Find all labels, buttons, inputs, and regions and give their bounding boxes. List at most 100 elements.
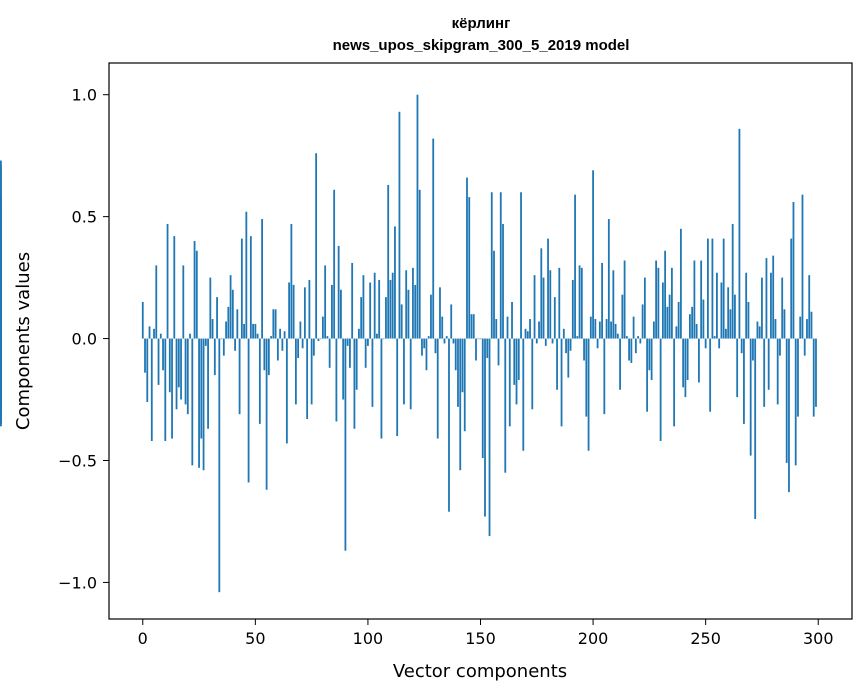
bar	[747, 301, 750, 339]
bar	[213, 338, 216, 376]
bar	[758, 326, 761, 339]
bar	[650, 338, 653, 381]
bar	[621, 294, 624, 339]
x-tick-label: 150	[465, 629, 496, 648]
bar	[743, 338, 745, 424]
bar	[806, 319, 808, 339]
bar	[540, 248, 543, 339]
bars-group	[0, 94, 817, 593]
bar	[531, 338, 534, 410]
bar	[679, 228, 682, 339]
plot-area	[109, 63, 852, 619]
bar	[146, 338, 149, 402]
bar	[274, 309, 277, 339]
bar	[177, 338, 180, 388]
y-tick-label: 0.5	[72, 208, 97, 227]
bar	[605, 319, 608, 339]
bar	[803, 338, 806, 356]
bar	[144, 338, 146, 373]
bar	[664, 250, 667, 339]
bar	[686, 338, 689, 381]
bar	[646, 338, 649, 412]
bar	[342, 338, 345, 400]
bar	[538, 321, 540, 339]
bar	[792, 202, 795, 339]
x-tick-label: 200	[578, 629, 609, 648]
bar	[391, 272, 394, 339]
bar	[713, 336, 716, 339]
bar	[682, 338, 685, 388]
bar	[481, 338, 484, 459]
bar	[270, 336, 273, 339]
bar	[725, 328, 727, 339]
bar	[283, 331, 286, 339]
bar	[470, 314, 473, 339]
bar	[427, 336, 430, 339]
bar	[290, 223, 293, 339]
bar	[517, 338, 520, 381]
bar	[425, 338, 428, 371]
bar	[763, 338, 766, 407]
bar	[506, 316, 509, 339]
bar	[461, 338, 464, 393]
bar	[808, 275, 811, 339]
bar	[639, 338, 642, 344]
bar	[736, 338, 739, 398]
bar	[477, 338, 480, 340]
bar	[195, 250, 198, 339]
bar	[776, 338, 779, 405]
bar	[562, 328, 565, 339]
bar	[254, 323, 257, 339]
bar	[610, 321, 612, 339]
bar	[182, 265, 185, 339]
bar	[670, 267, 673, 339]
bar	[799, 316, 802, 339]
bar	[749, 338, 752, 456]
bar	[344, 338, 347, 551]
bar	[200, 338, 203, 439]
bar	[175, 338, 178, 410]
bar	[691, 306, 694, 339]
bar	[279, 328, 282, 339]
bar	[394, 226, 396, 339]
bar	[441, 316, 444, 339]
bar	[306, 338, 309, 420]
bar	[801, 194, 804, 339]
bar	[704, 338, 707, 349]
bar	[285, 338, 288, 444]
bar	[770, 272, 772, 339]
bar	[204, 338, 207, 346]
bar	[439, 287, 441, 339]
bar	[265, 338, 268, 490]
bar	[529, 319, 531, 339]
bar	[578, 265, 581, 339]
bar	[409, 338, 412, 410]
bar	[720, 282, 723, 339]
bar	[637, 336, 640, 339]
bar	[515, 338, 518, 405]
x-tick-label: 250	[690, 629, 721, 648]
bar	[240, 238, 243, 339]
bar	[596, 338, 599, 349]
bar	[326, 336, 329, 339]
bar	[353, 338, 356, 429]
bar	[666, 306, 669, 339]
bar	[180, 338, 182, 400]
bar	[574, 194, 576, 339]
bar	[430, 294, 432, 339]
bar	[454, 338, 457, 371]
bar	[601, 262, 603, 339]
bar	[387, 184, 390, 339]
bar	[148, 326, 151, 339]
bar	[556, 338, 558, 390]
bar	[421, 338, 423, 356]
bar	[216, 297, 218, 339]
bar	[335, 338, 338, 422]
bar	[340, 289, 342, 339]
bar	[367, 338, 369, 346]
bar	[450, 304, 453, 339]
bar	[463, 338, 466, 432]
bar	[547, 238, 549, 339]
bar	[630, 338, 633, 363]
bar	[785, 338, 788, 463]
